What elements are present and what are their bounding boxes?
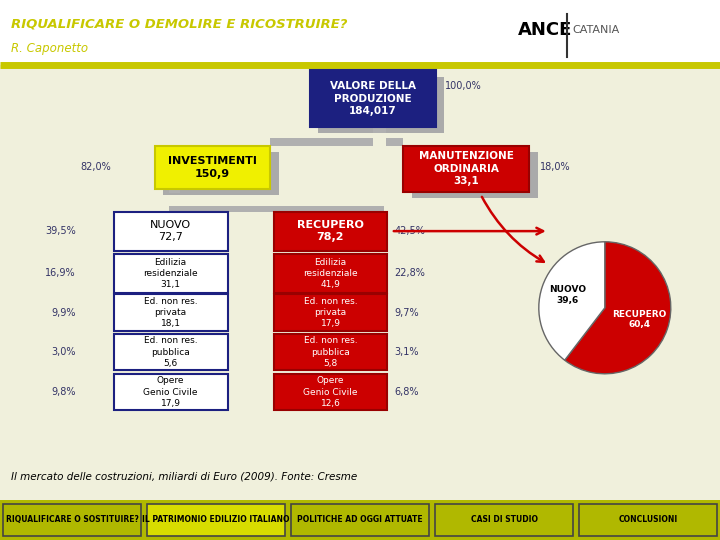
Bar: [403, 146, 529, 192]
Text: 9,8%: 9,8%: [51, 387, 76, 397]
Bar: [274, 374, 387, 410]
Text: CASI DI STUDIO: CASI DI STUDIO: [470, 515, 538, 524]
Text: MANUTENZIONE
ORDINARIA
33,1: MANUTENZIONE ORDINARIA 33,1: [419, 151, 513, 186]
Text: NUOVO
72,7: NUOVO 72,7: [150, 220, 192, 242]
Text: Opere
Genio Civile
12,6: Opere Genio Civile 12,6: [303, 376, 358, 408]
Text: POLITICHE AD OGGI ATTUATE: POLITICHE AD OGGI ATTUATE: [297, 515, 423, 524]
Polygon shape: [270, 127, 403, 146]
Text: NUOVO
39,6: NUOVO 39,6: [549, 286, 586, 305]
Text: 22,8%: 22,8%: [395, 268, 426, 278]
Bar: [0, 0, 720, 65]
Text: Edilizia
residenziale
41,9: Edilizia residenziale 41,9: [303, 258, 358, 289]
Text: 16,9%: 16,9%: [45, 268, 76, 278]
Text: Ed. non res.
privata
17,9: Ed. non res. privata 17,9: [304, 297, 357, 328]
Bar: [291, 504, 429, 536]
Bar: [114, 254, 228, 293]
Bar: [147, 504, 285, 536]
Text: RIQUALIFICARE O SOSTITUIRE?: RIQUALIFICARE O SOSTITUIRE?: [6, 515, 138, 524]
Bar: [114, 374, 228, 410]
Text: Ed. non res.
privata
18,1: Ed. non res. privata 18,1: [144, 297, 197, 328]
Text: CONCLUSIONI: CONCLUSIONI: [618, 515, 678, 524]
Text: 100,0%: 100,0%: [445, 82, 482, 91]
Text: 3,1%: 3,1%: [395, 347, 419, 357]
Bar: [114, 294, 228, 331]
Bar: [274, 212, 387, 251]
Text: RIQUALIFICARE O DEMOLIRE E RICOSTRUIRE?: RIQUALIFICARE O DEMOLIRE E RICOSTRUIRE?: [11, 18, 347, 31]
Text: 9,7%: 9,7%: [395, 308, 419, 318]
Bar: [435, 504, 573, 536]
Text: 18,0%: 18,0%: [540, 163, 571, 172]
Text: 9,9%: 9,9%: [51, 308, 76, 318]
Text: CATANIA: CATANIA: [572, 25, 620, 35]
Text: 42,5%: 42,5%: [395, 226, 426, 236]
Bar: [0, 500, 720, 540]
Text: Edilizia
residenziale
31,1: Edilizia residenziale 31,1: [143, 258, 198, 289]
Text: Il mercato delle costruzioni, miliardi di Euro (2009). Fonte: Cresme: Il mercato delle costruzioni, miliardi d…: [11, 471, 357, 481]
Bar: [163, 152, 279, 195]
Text: 6,8%: 6,8%: [395, 387, 419, 397]
Bar: [155, 146, 270, 189]
Wedge shape: [564, 242, 671, 374]
Bar: [412, 152, 538, 198]
Text: IL PATRIMONIO EDILIZIO ITALIANO: IL PATRIMONIO EDILIZIO ITALIANO: [143, 515, 289, 524]
Text: 39,5%: 39,5%: [45, 226, 76, 236]
Bar: [274, 334, 387, 370]
Polygon shape: [169, 189, 384, 212]
Bar: [274, 294, 387, 331]
Bar: [579, 504, 717, 536]
Text: 82,0%: 82,0%: [81, 163, 112, 172]
Text: INVESTIMENTI
150,9: INVESTIMENTI 150,9: [168, 156, 257, 179]
Text: RECUPERO
60,4: RECUPERO 60,4: [612, 310, 667, 329]
Bar: [310, 70, 436, 127]
Text: ANCE: ANCE: [518, 21, 573, 39]
Bar: [274, 254, 387, 293]
Text: VALORE DELLA
PRODUZIONE
184,017: VALORE DELLA PRODUZIONE 184,017: [330, 81, 415, 116]
Text: Ed. non res.
pubblica
5,8: Ed. non res. pubblica 5,8: [304, 336, 357, 368]
Text: Opere
Genio Civile
17,9: Opere Genio Civile 17,9: [143, 376, 198, 408]
Bar: [114, 334, 228, 370]
Bar: [3, 504, 141, 536]
Text: RECUPERO
78,2: RECUPERO 78,2: [297, 220, 364, 242]
Wedge shape: [539, 242, 605, 360]
Bar: [318, 77, 444, 133]
Text: R. Caponetto: R. Caponetto: [11, 42, 88, 55]
Text: 3,0%: 3,0%: [51, 347, 76, 357]
Text: Ed. non res.
pubblica
5,6: Ed. non res. pubblica 5,6: [144, 336, 197, 368]
Bar: [114, 212, 228, 251]
